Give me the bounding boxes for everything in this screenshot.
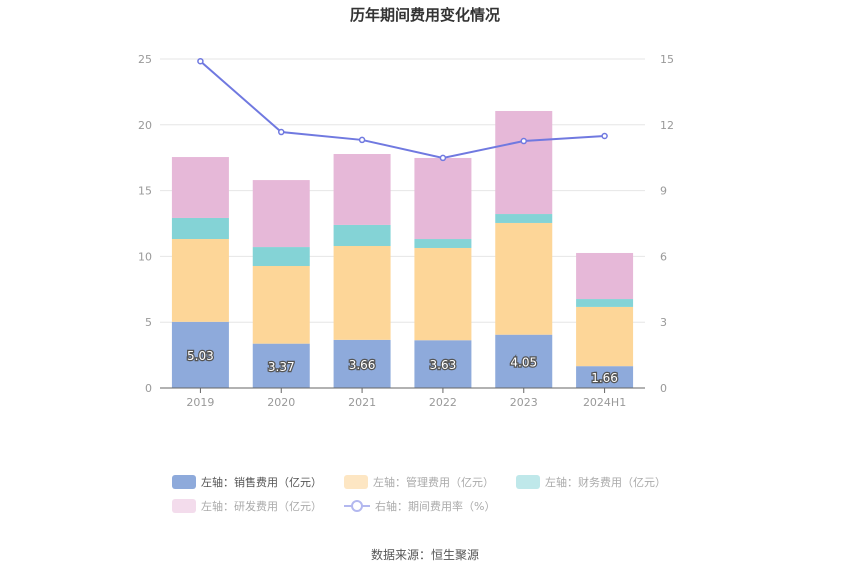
- left-axis-tick: 20: [138, 119, 152, 132]
- legend-item-admin[interactable]: 左轴：管理费用（亿元）: [344, 474, 494, 490]
- legend-label: 右轴：期间费用率（%）: [375, 500, 496, 513]
- bar-segment: [495, 110, 553, 215]
- bar-segment: [576, 366, 634, 388]
- legend-item-finance[interactable]: 左轴：财务费用（亿元）: [516, 474, 666, 490]
- bar-segment: [252, 247, 310, 267]
- data-label: 3.37: [268, 360, 295, 374]
- legend-swatch: [172, 499, 196, 513]
- bar-segment: [333, 154, 391, 225]
- left-axis-tick: 25: [138, 53, 152, 66]
- bar-segment: [495, 214, 553, 223]
- legend-item-rd[interactable]: 左轴：研发费用（亿元）: [172, 498, 322, 514]
- bar-segment: [576, 252, 634, 300]
- rate-point: [358, 136, 366, 144]
- bar-segment: [252, 343, 310, 388]
- bar-segment: [414, 239, 472, 248]
- rate-point: [439, 154, 447, 162]
- rate-point: [197, 57, 204, 65]
- legend-label: 左轴：管理费用（亿元）: [373, 476, 494, 489]
- chart-plot: 0 5 10 15 20 25 0 3 6 9 12 15 2019 5.03 2020 3.37 2021 3.…: [138, 53, 674, 409]
- bar-segment: [333, 339, 391, 388]
- bar-segment: [495, 334, 553, 388]
- left-axis-tick: 15: [138, 185, 152, 198]
- legend-swatch: [516, 475, 540, 489]
- bar-segment: [171, 217, 229, 240]
- x-axis-tick: 2020: [267, 396, 295, 409]
- right-axis-tick: 9: [660, 185, 667, 198]
- x-axis-tick: 2021: [348, 396, 376, 409]
- x-axis-tick: 2023: [510, 396, 538, 409]
- rate-point: [278, 128, 285, 136]
- left-axis-tick: 0: [145, 382, 152, 395]
- bar-segment: [171, 157, 229, 218]
- legend-swatch: [344, 475, 368, 489]
- right-axis-tick: 6: [660, 250, 667, 263]
- bar-segment: [414, 340, 472, 388]
- bar-segment: [333, 246, 391, 340]
- line-marker-icon: [344, 500, 370, 512]
- right-axis-tick: 0: [660, 382, 667, 395]
- bar-segment: [252, 180, 310, 248]
- data-source: 数据来源：恒生聚源: [370, 548, 479, 562]
- bar-segment: [171, 321, 229, 388]
- data-label: 3.66: [349, 358, 376, 372]
- rate-point: [520, 137, 527, 145]
- bar-segment: [414, 157, 472, 240]
- bar-segment: [171, 239, 229, 322]
- x-axis-tick: 2022: [429, 396, 457, 409]
- bar-segment: [333, 224, 391, 247]
- chart-title: 历年期间费用变化情况: [349, 6, 500, 24]
- x-axis-tick: 2019: [186, 396, 214, 409]
- legend-label: 左轴：研发费用（亿元）: [201, 500, 322, 513]
- data-label: 5.03: [187, 349, 214, 363]
- legend-item-sales[interactable]: 左轴：销售费用（亿元）: [172, 474, 322, 490]
- bar-segment: [576, 299, 634, 307]
- bar-segment: [414, 247, 472, 341]
- left-axis-tick: 5: [145, 316, 152, 329]
- legend-label: 左轴：销售费用（亿元）: [201, 476, 322, 489]
- legend-label: 左轴：财务费用（亿元）: [545, 476, 666, 489]
- rate-point: [601, 132, 608, 140]
- rate-line: [199, 60, 605, 159]
- right-axis-tick: 15: [660, 53, 674, 66]
- legend-item-rate[interactable]: 右轴：期间费用率（%）: [344, 498, 495, 514]
- bar-segment: [495, 222, 553, 335]
- right-axis-tick: 12: [660, 119, 674, 132]
- bar-segment: [576, 306, 634, 367]
- data-label: 1.66: [591, 371, 618, 385]
- right-axis-tick: 3: [660, 316, 667, 329]
- legend-swatch: [172, 475, 196, 489]
- data-label: 4.05: [510, 355, 537, 369]
- data-label: 3.63: [430, 358, 457, 372]
- left-axis-tick: 10: [138, 250, 152, 263]
- x-axis-tick: 2024H1: [583, 396, 626, 409]
- bar-segment: [252, 266, 310, 344]
